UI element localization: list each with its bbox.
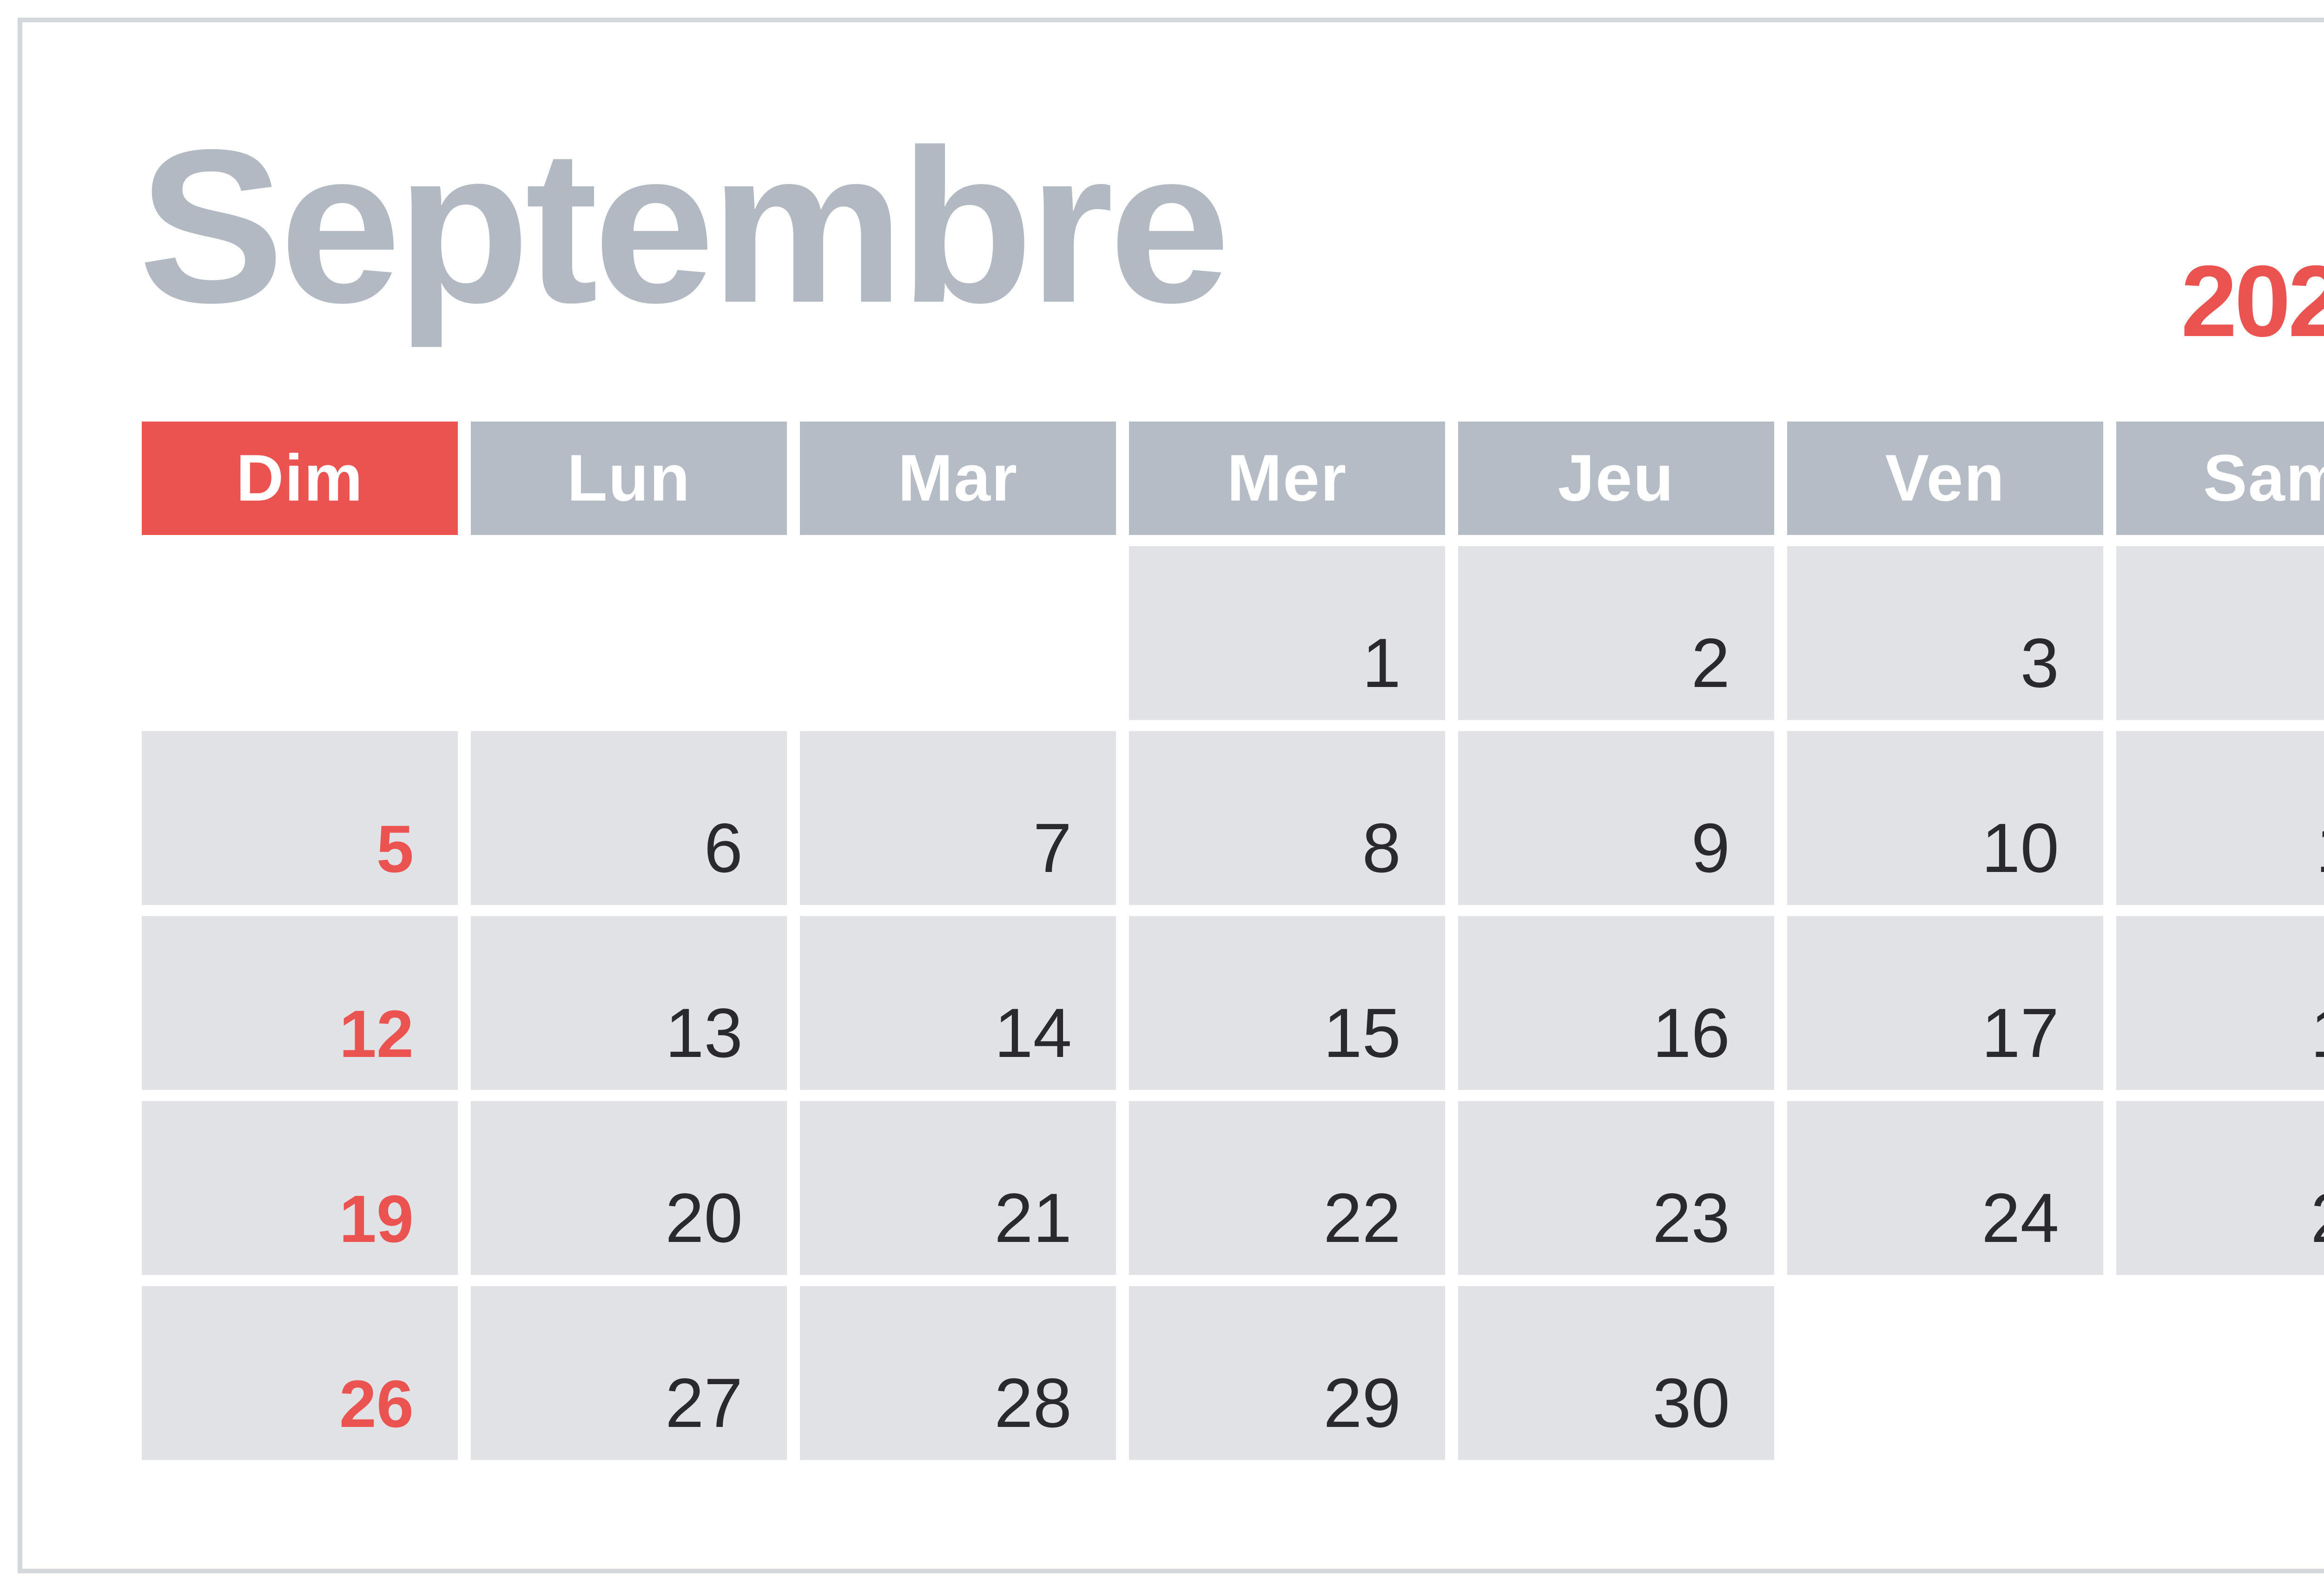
day-cell-24: 24 bbox=[1787, 1101, 2103, 1275]
day-cell-18: 18 bbox=[2116, 916, 2324, 1090]
day-cell-2: 2 bbox=[1458, 546, 1774, 720]
day-header-label: Mer bbox=[1227, 441, 1347, 515]
day-header-dim: Dim bbox=[142, 422, 458, 535]
day-cell-6: 6 bbox=[471, 731, 787, 905]
day-header-label: Mar bbox=[898, 441, 1018, 515]
date-number: 23 bbox=[1652, 1179, 1730, 1257]
day-cell-14: 14 bbox=[800, 916, 1116, 1090]
day-cell-19: 19 bbox=[142, 1101, 458, 1275]
day-header-label: Jeu bbox=[1558, 441, 1675, 515]
date-number: 25 bbox=[2311, 1183, 2324, 1253]
date-number: 29 bbox=[1323, 1364, 1401, 1442]
day-cell-30: 30 bbox=[1458, 1286, 1774, 1460]
date-number: 26 bbox=[339, 1367, 414, 1441]
date-number: 2 bbox=[1691, 624, 1730, 702]
date-number: 10 bbox=[1981, 809, 2059, 887]
date-number: 28 bbox=[994, 1364, 1072, 1442]
date-number: 8 bbox=[1362, 809, 1401, 887]
empty-cell bbox=[800, 546, 1116, 720]
day-cell-3: 3 bbox=[1787, 546, 2103, 720]
calendar-grid: DimLunMarMerJeuVenSam1234567891011121314… bbox=[142, 422, 2324, 1460]
date-number: 24 bbox=[1981, 1179, 2059, 1257]
day-cell-5: 5 bbox=[142, 731, 458, 905]
date-number: 1 bbox=[1362, 624, 1401, 702]
day-cell-12: 12 bbox=[142, 916, 458, 1090]
day-cell-21: 21 bbox=[800, 1101, 1116, 1275]
day-cell-9: 9 bbox=[1458, 731, 1774, 905]
day-cell-20: 20 bbox=[471, 1101, 787, 1275]
date-number: 18 bbox=[2311, 998, 2324, 1068]
day-cell-25: 25 bbox=[2116, 1101, 2324, 1275]
date-number: 7 bbox=[1033, 809, 1072, 887]
date-number: 12 bbox=[339, 997, 414, 1071]
date-number: 13 bbox=[665, 994, 743, 1072]
day-cell-4: 4 bbox=[2116, 546, 2324, 720]
day-header-mer: Mer bbox=[1129, 422, 1445, 535]
empty-cell bbox=[471, 546, 787, 720]
day-cell-16: 16 bbox=[1458, 916, 1774, 1090]
day-cell-17: 17 bbox=[1787, 916, 2103, 1090]
date-number: 22 bbox=[1323, 1179, 1401, 1257]
date-number: 17 bbox=[1981, 994, 2059, 1072]
day-header-jeu: Jeu bbox=[1458, 422, 1774, 535]
date-number: 16 bbox=[1652, 994, 1730, 1072]
day-cell-29: 29 bbox=[1129, 1286, 1445, 1460]
date-number: 3 bbox=[2020, 624, 2059, 702]
day-header-label: Dim bbox=[236, 441, 364, 515]
date-number: 27 bbox=[665, 1364, 743, 1442]
page-border bbox=[18, 18, 2324, 1573]
day-cell-1: 1 bbox=[1129, 546, 1445, 720]
day-cell-7: 7 bbox=[800, 731, 1116, 905]
day-header-lun: Lun bbox=[471, 422, 787, 535]
day-cell-23: 23 bbox=[1458, 1101, 1774, 1275]
day-cell-13: 13 bbox=[471, 916, 787, 1090]
day-header-ven: Ven bbox=[1787, 422, 2103, 535]
date-number: 11 bbox=[2316, 813, 2324, 883]
day-cell-10: 10 bbox=[1787, 731, 2103, 905]
day-header-sam: Sam bbox=[2116, 422, 2324, 535]
date-number: 6 bbox=[704, 809, 743, 887]
day-header-label: Lun bbox=[567, 441, 691, 515]
day-cell-11: 11 bbox=[2116, 731, 2324, 905]
day-cell-15: 15 bbox=[1129, 916, 1445, 1090]
day-header-label: Sam bbox=[2203, 441, 2324, 515]
date-number: 19 bbox=[339, 1182, 414, 1256]
date-number: 20 bbox=[665, 1179, 743, 1257]
date-number: 14 bbox=[994, 994, 1072, 1072]
day-header-mar: Mar bbox=[800, 422, 1116, 535]
empty-cell bbox=[142, 546, 458, 720]
day-cell-28: 28 bbox=[800, 1286, 1116, 1460]
date-number: 15 bbox=[1323, 994, 1401, 1072]
date-number: 9 bbox=[1691, 809, 1730, 887]
month-title: Septembre bbox=[139, 104, 1230, 348]
date-number: 30 bbox=[1652, 1364, 1730, 1442]
empty-cell bbox=[1787, 1286, 2103, 1460]
date-number: 21 bbox=[994, 1179, 1072, 1257]
day-cell-8: 8 bbox=[1129, 731, 1445, 905]
date-number: 5 bbox=[376, 812, 414, 886]
day-cell-27: 27 bbox=[471, 1286, 787, 1460]
empty-cell bbox=[2116, 1286, 2324, 1460]
day-cell-26: 26 bbox=[142, 1286, 458, 1460]
day-header-label: Ven bbox=[1885, 441, 2006, 515]
day-cell-22: 22 bbox=[1129, 1101, 1445, 1275]
